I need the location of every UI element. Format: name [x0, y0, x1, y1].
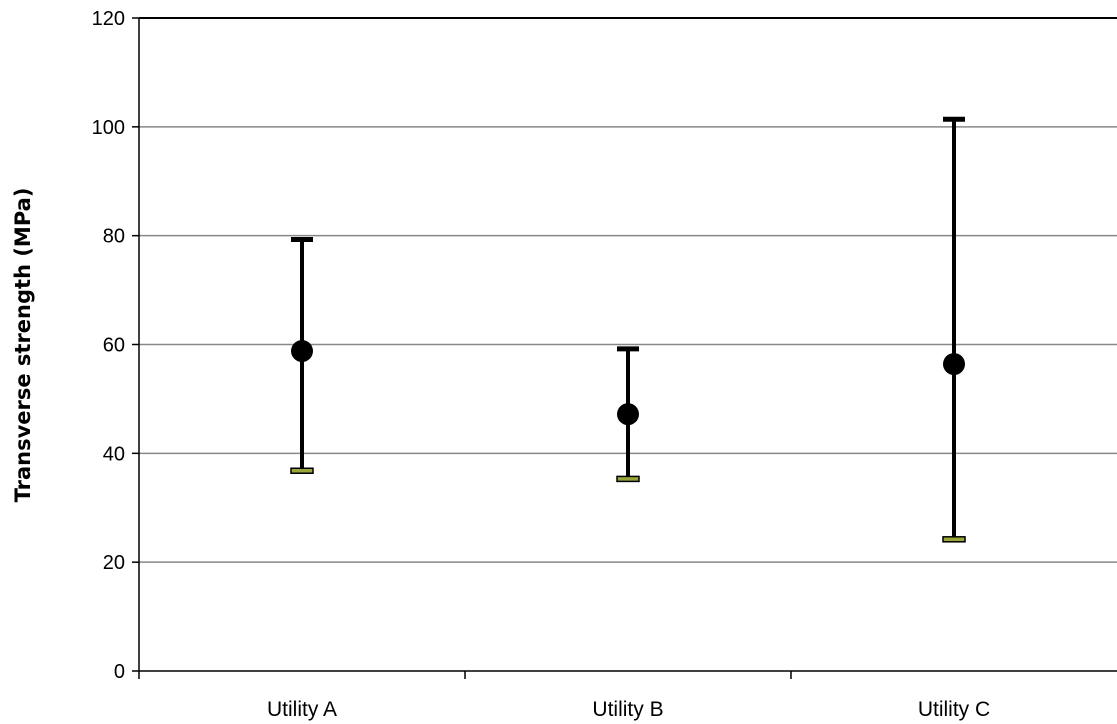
error-cap-low: [616, 475, 640, 483]
y-tick-label: 60: [103, 335, 125, 357]
y-tick-label: 80: [103, 226, 125, 248]
error-cap-low: [290, 467, 314, 474]
x-category-label: Utility A: [267, 698, 337, 721]
data-point: [617, 403, 639, 426]
data-points: [291, 340, 965, 426]
x-category-label: Utility B: [592, 698, 663, 721]
y-tick-label: 20: [103, 552, 125, 574]
y-tick-label: 40: [103, 443, 125, 465]
error-bars: [290, 116, 966, 543]
x-category-label: Utility C: [918, 698, 990, 721]
x-tick-labels: Utility A Utility B Utility C: [267, 698, 990, 721]
error-cap-low: [942, 536, 966, 543]
data-point: [943, 353, 965, 376]
y-tick-label: 120: [92, 8, 125, 30]
y-tick-label: 100: [92, 117, 125, 139]
y-tick-labels: 0 20 40 60 80 100 120: [92, 8, 125, 683]
data-point: [291, 340, 313, 363]
y-tick-label: 0: [114, 661, 125, 683]
axes: [132, 17, 1117, 679]
y-axis-title: Transverse strength (MPa): [11, 188, 35, 503]
